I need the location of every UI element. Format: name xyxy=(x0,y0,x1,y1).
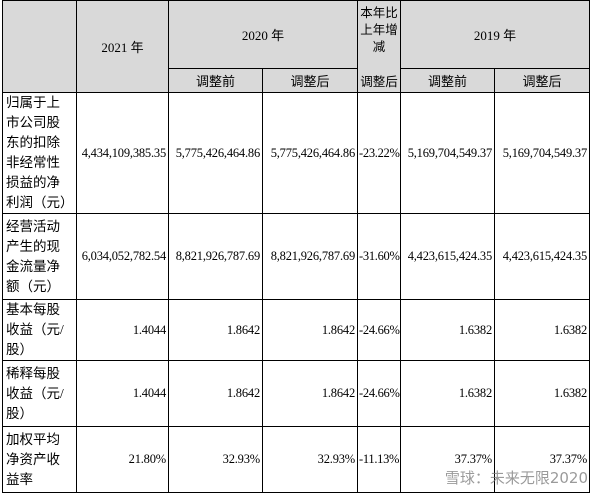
financial-table: 2021 年 2020 年 本年比上年增减 调整后 2019 年 调整前 调整后 … xyxy=(2,0,591,493)
row-label: 归属于上市公司股东的扣除非经常性损益的净利润（元） xyxy=(2,92,77,214)
value-cell: 1.6382 xyxy=(400,299,496,361)
header-cell: 2021 年 xyxy=(76,0,169,93)
value-cell: 1.4044 xyxy=(76,360,169,427)
value-cell: -23.22% xyxy=(357,92,402,214)
row-label: 基本每股收益（元/股） xyxy=(2,299,77,361)
value-cell: 32.93% xyxy=(168,426,263,493)
value-cell: 21.80% xyxy=(76,426,169,493)
value-cell: -24.66% xyxy=(357,360,402,427)
value-cell: 8,821,926,787.69 xyxy=(168,213,263,300)
value-cell: 1.8642 xyxy=(261,360,359,427)
value-cell: 5,775,426,464.86 xyxy=(168,92,263,214)
header-row: 2021 年 2020 年 本年比上年增减 调整后 2019 年 xyxy=(2,0,591,93)
value-cell: 5,169,704,549.37 xyxy=(494,92,591,214)
subheader-cell: 调整前 xyxy=(168,68,263,93)
header-cell: 2019 年 xyxy=(400,0,591,69)
value-cell: 4,434,109,385.35 xyxy=(76,92,169,214)
value-cell: 1.6382 xyxy=(494,299,591,361)
value-cell: 8,821,926,787.69 xyxy=(261,213,359,300)
value-cell: -31.60% xyxy=(357,213,402,300)
value-cell: 6,034,052,782.54 xyxy=(76,213,169,300)
value-cell: 1.6382 xyxy=(400,360,496,427)
subheader-row: 调整前 调整后 调整前 调整后 xyxy=(3,68,591,93)
data-row: 经营活动产生的现金流量净额（元） 6,034,052,782.54 8,821,92… xyxy=(2,213,591,300)
header-text: 本年比上年增减 xyxy=(360,6,398,54)
subheader-cell: 调整前 xyxy=(400,68,496,93)
value-cell: 5,169,704,549.37 xyxy=(400,92,496,214)
row-label: 经营活动产生的现金流量净额（元） xyxy=(2,213,77,300)
header-cell: 2020 年 xyxy=(167,0,359,69)
value-cell: 5,775,426,464.86 xyxy=(261,92,359,214)
value-cell: 37.37% xyxy=(494,426,591,493)
data-row: 归属于上市公司股东的扣除非经常性损益的净利润（元） 4,434,109,385.3… xyxy=(2,92,591,214)
row-label: 稀释每股收益（元/股） xyxy=(2,360,77,427)
watermark: 雪球：未来无限2020 xyxy=(444,469,588,487)
data-row: 基本每股收益（元/股） 1.4044 1.8642 1.8642 -24.66% 1.63… xyxy=(2,299,591,361)
data-row: 加权平均净资产收益率 21.80% 32.93% 32.93% -11.13% 37.37… xyxy=(2,426,591,493)
value-cell: -11.13% xyxy=(357,426,402,493)
value-cell: -24.66% xyxy=(357,299,402,361)
subheader-cell: 调整后 xyxy=(261,68,359,93)
data-row: 稀释每股收益（元/股） 1.4044 1.8642 1.8642 -24.66% 1.63… xyxy=(2,360,591,427)
row-label: 加权平均净资产收益率 xyxy=(2,426,77,493)
value-cell: 1.8642 xyxy=(168,299,263,361)
subheader-cell: 调整后 xyxy=(494,68,591,93)
value-cell: 1.6382 xyxy=(494,360,591,427)
value-cell: 37.37% xyxy=(400,426,496,493)
value-cell: 1.8642 xyxy=(168,360,263,427)
subheader-cell: 调整后 xyxy=(360,75,398,89)
value-cell: 1.8642 xyxy=(261,299,359,361)
header-cell: 本年比上年增减调整后 xyxy=(357,0,402,93)
value-cell: 1.4044 xyxy=(76,299,169,361)
corner-cell xyxy=(2,0,77,93)
value-cell: 32.93% xyxy=(261,426,359,493)
value-cell: 4,423,615,424.35 xyxy=(494,213,591,300)
value-cell: 4,423,615,424.35 xyxy=(400,213,496,300)
